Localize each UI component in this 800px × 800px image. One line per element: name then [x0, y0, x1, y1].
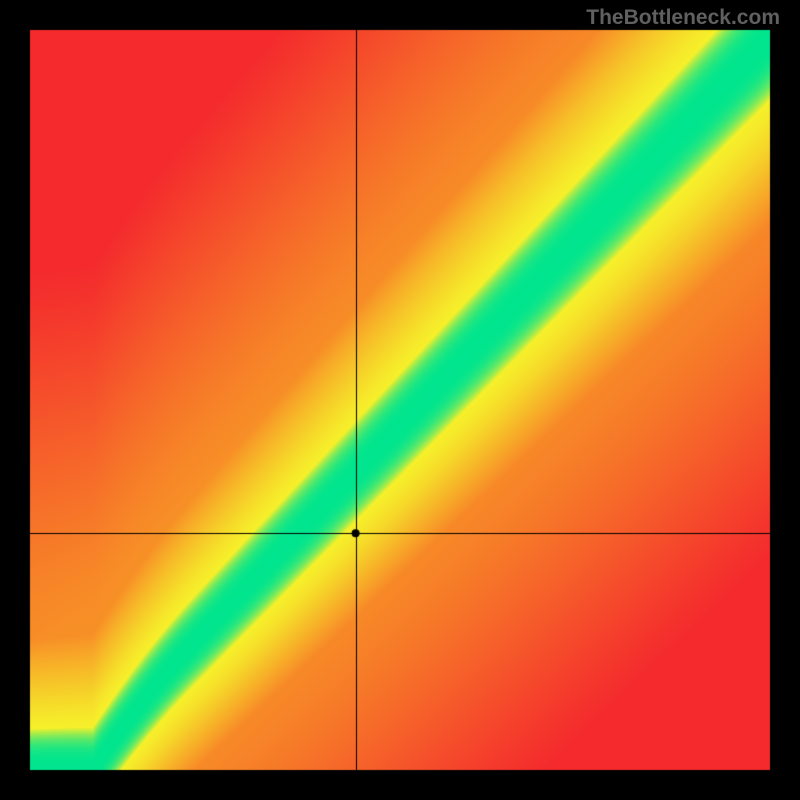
bottleneck-heatmap-canvas: [0, 0, 800, 800]
chart-container: TheBottleneck.com: [0, 0, 800, 800]
watermark-text: TheBottleneck.com: [586, 6, 780, 30]
